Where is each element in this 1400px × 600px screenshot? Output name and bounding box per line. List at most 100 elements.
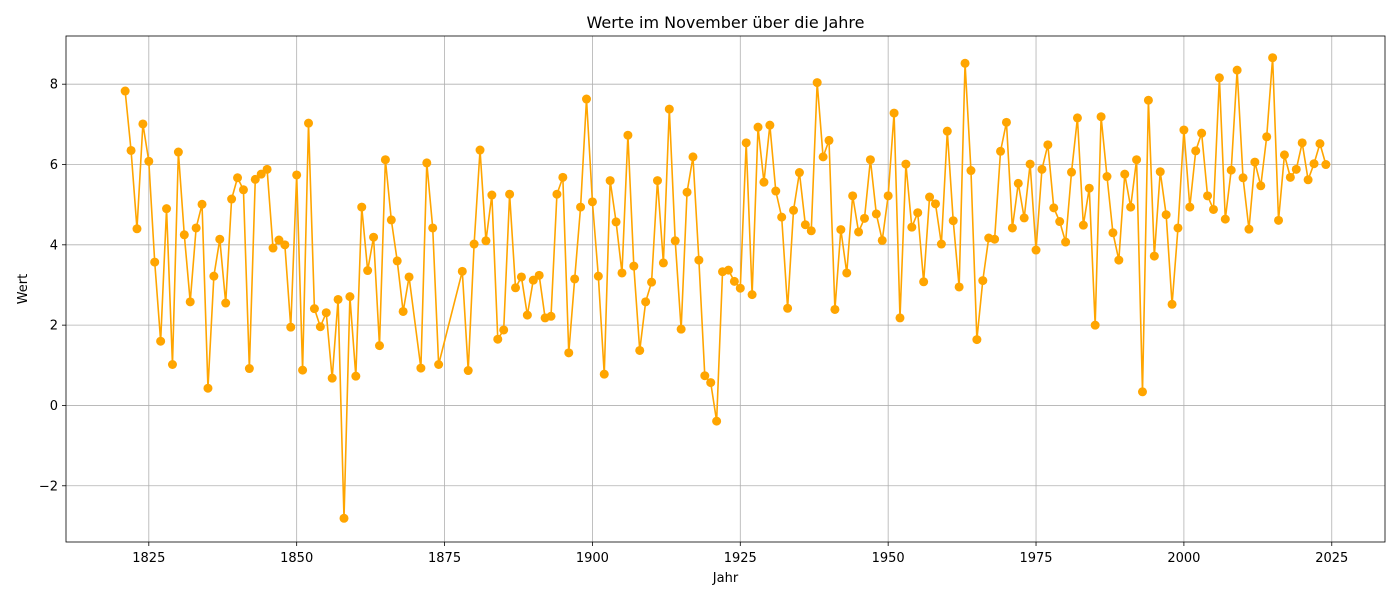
data-point [936, 239, 946, 249]
data-point [860, 213, 869, 223]
data-point [765, 120, 775, 130]
data-point [854, 227, 864, 237]
y-tick-label: 6 [50, 158, 58, 173]
data-point [966, 166, 976, 176]
data-point [173, 147, 183, 157]
data-point [1137, 387, 1147, 397]
data-point [1025, 159, 1035, 169]
chart-title: Werte im November über die Jahre [586, 13, 864, 32]
data-point [712, 416, 722, 426]
data-point [629, 261, 639, 271]
data-point [1214, 73, 1224, 83]
data-point [321, 308, 331, 318]
data-point [150, 257, 160, 267]
data-point [942, 126, 952, 136]
data-point [842, 268, 852, 278]
data-point [907, 222, 917, 232]
data-point [1043, 140, 1053, 150]
data-point [534, 270, 544, 280]
data-point [576, 202, 586, 212]
data-point [126, 145, 136, 155]
data-point [729, 276, 739, 286]
x-tick-label: 1875 [428, 551, 461, 566]
data-point [1120, 169, 1130, 179]
data-point [262, 164, 272, 174]
data-point [327, 373, 337, 383]
data-point [469, 239, 479, 249]
data-point [1037, 164, 1047, 174]
data-point [741, 138, 751, 148]
data-point [1203, 191, 1213, 201]
data-point [930, 199, 940, 209]
data-point [244, 364, 254, 374]
data-point [227, 194, 237, 204]
data-point [777, 212, 787, 222]
x-tick-label: 1950 [872, 551, 905, 566]
data-point [877, 235, 887, 245]
data-point [1072, 113, 1082, 123]
x-axis-title: Jahr [712, 571, 739, 586]
data-point [1161, 210, 1171, 220]
data-point [144, 156, 154, 166]
data-point [889, 108, 899, 118]
data-point [434, 360, 444, 369]
data-point [1197, 128, 1207, 138]
data-point [1090, 320, 1100, 330]
data-point [416, 363, 426, 373]
grid [66, 36, 1385, 542]
axes: 1825 1850 1875 1900 1925 1950 1975 2000 2025 −2 0 2… [39, 78, 1348, 566]
data-point [582, 94, 591, 104]
data-point [398, 306, 408, 316]
data-point [848, 191, 858, 201]
data-point [345, 292, 355, 302]
data-point [830, 304, 840, 314]
data-point [457, 266, 467, 276]
data-point [1208, 204, 1218, 214]
data-point [1291, 164, 1301, 174]
data-point [1226, 165, 1236, 175]
data-point [315, 322, 325, 332]
data-point [1108, 228, 1118, 238]
y-tick-label: 4 [50, 238, 58, 253]
data-point [156, 336, 166, 346]
data-point [1013, 178, 1023, 188]
data-point [652, 176, 662, 186]
data-point [593, 271, 603, 281]
data-point [996, 146, 1006, 156]
y-tick-label: 2 [50, 319, 58, 334]
data-point [1067, 167, 1077, 177]
data-point [1185, 202, 1195, 212]
data-point [1285, 172, 1295, 182]
data-point [309, 304, 319, 314]
x-tick-label: 1825 [132, 551, 165, 566]
data-point [1102, 172, 1112, 182]
data-point [617, 268, 627, 278]
data-point [298, 365, 308, 375]
data-point [954, 282, 964, 292]
data-point [238, 185, 248, 195]
data-point [1303, 175, 1313, 185]
x-tick-label: 1900 [576, 551, 609, 566]
data-point [1321, 160, 1331, 170]
data-point [1309, 159, 1319, 169]
data-point [138, 119, 148, 129]
data-point [990, 234, 1000, 244]
data-point [635, 345, 645, 355]
data-point [1132, 155, 1142, 165]
data-point [735, 283, 745, 293]
data-point [895, 313, 905, 323]
data-point [1232, 65, 1242, 75]
data-point [783, 303, 793, 313]
data-point [1001, 117, 1011, 127]
data-point [162, 204, 172, 214]
data-point [1007, 223, 1017, 233]
data-point [1155, 167, 1165, 177]
data-point [185, 297, 195, 307]
data-point [428, 223, 438, 233]
data-point [1084, 183, 1094, 193]
data-point [972, 335, 982, 345]
y-axis-title: Wert [16, 274, 31, 305]
data-point [333, 294, 343, 304]
data-point [304, 118, 314, 128]
